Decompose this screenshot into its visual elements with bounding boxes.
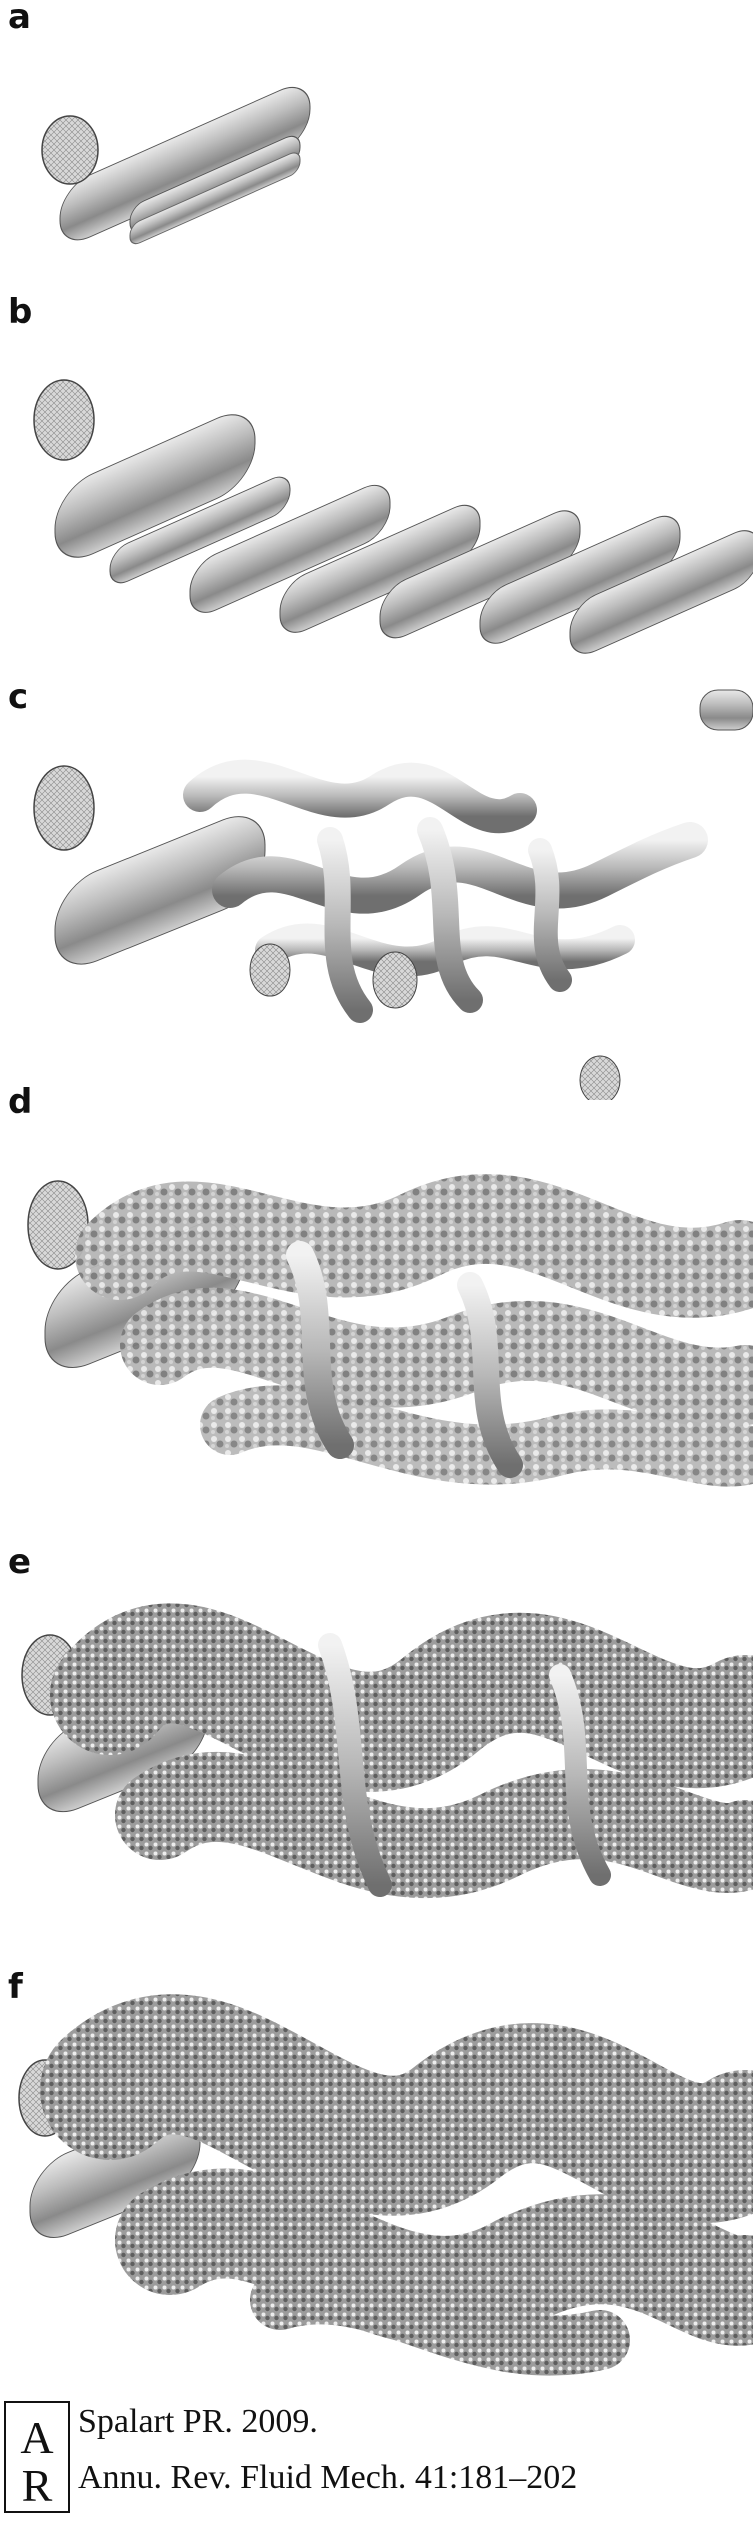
panel-a-figure	[41, 86, 311, 245]
panel-e-figure	[21, 1603, 753, 1899]
panel-a: a	[0, 0, 753, 260]
panel-e: e	[0, 1545, 753, 1965]
citation-footer: A R Spalart PR. 2009. Annu. Rev. Fluid M…	[0, 2395, 753, 2523]
panel-label-d: d	[8, 1082, 33, 1122]
panel-d: d	[0, 1085, 753, 1555]
panel-label-f: f	[8, 1967, 23, 2007]
citation-author-year: Spalart PR. 2009.	[78, 2403, 318, 2440]
panel-label-b: b	[8, 292, 33, 332]
panel-f: f	[0, 1970, 753, 2390]
annual-reviews-logo: A R	[4, 2401, 70, 2513]
panel-label-a: a	[8, 0, 31, 37]
panel-d-figure	[27, 1173, 753, 1487]
svg-text:R: R	[22, 2460, 53, 2511]
panel-c-figure	[33, 689, 753, 1100]
panel-b-figure	[33, 379, 753, 654]
panel-f-figure	[18, 1994, 753, 2376]
cylinder-end-a	[41, 115, 99, 185]
panel-c: c	[0, 680, 753, 1100]
panel-label-e: e	[8, 1542, 32, 1582]
citation-journal: Annu. Rev. Fluid Mech. 41:181–202	[78, 2459, 578, 2496]
svg-text:A: A	[20, 2412, 53, 2463]
panel-label-c: c	[8, 677, 29, 717]
panel-b: b	[0, 295, 753, 695]
